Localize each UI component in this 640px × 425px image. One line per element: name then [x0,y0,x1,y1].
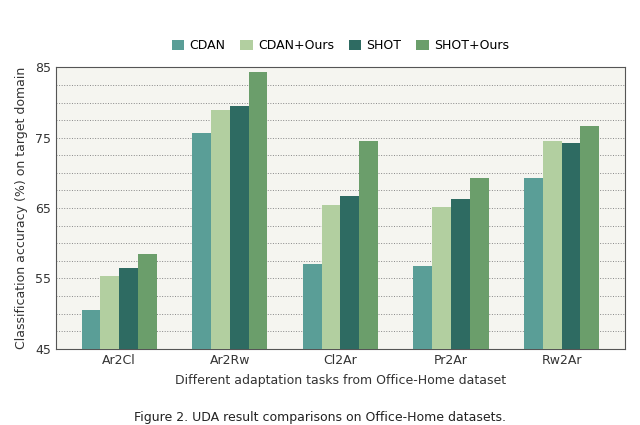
X-axis label: Different adaptation tasks from Office-Home dataset: Different adaptation tasks from Office-H… [175,374,506,387]
Legend: CDAN, CDAN+Ours, SHOT, SHOT+Ours: CDAN, CDAN+Ours, SHOT, SHOT+Ours [167,34,514,57]
Bar [580,126,599,349]
Bar [230,106,248,349]
Bar [451,199,470,349]
Y-axis label: Classification accuracy (%) on target domain: Classification accuracy (%) on target do… [15,67,28,349]
Bar [432,207,451,349]
Bar [303,264,322,349]
Text: Figure 2. UDA result comparisons on Office-Home datasets.: Figure 2. UDA result comparisons on Offi… [134,411,506,424]
Bar [138,254,157,349]
Bar [248,72,268,349]
Bar [100,276,119,349]
Bar [322,204,340,349]
Bar [192,133,211,349]
Bar [340,196,359,349]
Bar [82,310,100,349]
Bar [524,178,543,349]
Bar [470,178,488,349]
Bar [211,110,230,349]
Bar [119,268,138,349]
Bar [543,141,561,349]
Bar [413,266,432,349]
Bar [561,143,580,349]
Bar [359,141,378,349]
